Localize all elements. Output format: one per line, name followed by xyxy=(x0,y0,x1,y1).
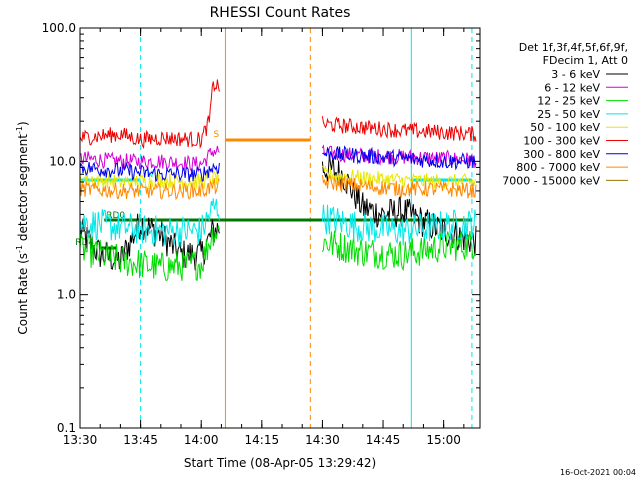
x-tick-label-6: 15:00 xyxy=(426,433,461,447)
legend-header-line-1: Det 1f,3f,4f,5f,6f,9f, xyxy=(519,41,628,54)
y-axis-label: Count Rate (s-1 detector segment-1) xyxy=(15,121,30,334)
x-tick-label-2: 14:00 xyxy=(184,433,219,447)
legend-label-7: 800 - 7000 keV xyxy=(516,161,600,174)
legend-label-5: 100 - 300 keV xyxy=(523,135,600,148)
legend: Det 1f,3f,4f,5f,6f,9f, FDecim 1, Att 0 3… xyxy=(502,41,628,187)
segment-label-3: RD0 xyxy=(106,211,125,221)
x-tick-label-1: 13:45 xyxy=(123,433,158,447)
series-line-3 xyxy=(79,198,477,247)
y-tick-label-3: 100.0 xyxy=(42,21,76,35)
legend-label-6: 300 - 800 keV xyxy=(523,148,600,161)
legend-header-line-2: FDecim 1, Att 0 xyxy=(543,54,628,67)
y-tick-label-2: 10.0 xyxy=(49,154,76,168)
legend-label-1: 6 - 12 keV xyxy=(544,81,600,94)
segment-label-4: RD4 xyxy=(75,238,94,248)
plot-layer: N S RD0 RD4 xyxy=(75,28,477,428)
legend-label-4: 50 - 100 keV xyxy=(530,121,600,134)
axes-layer: 13:30 13:45 14:00 14:15 14:30 14:45 15:00 0.1 1.… xyxy=(42,21,480,447)
x-axis-label: Start Time (08-Apr-05 13:29:42) xyxy=(184,456,376,470)
series-line-6 xyxy=(79,145,477,183)
y-axis-label-part-1: Count Rate (s xyxy=(16,253,30,335)
x-tick-label-4: 14:30 xyxy=(305,433,340,447)
y-axis-label-sup-1: -1 xyxy=(15,245,24,253)
y-axis-label-part-3: ) xyxy=(16,121,30,126)
x-tick-label-0: 13:30 xyxy=(63,433,98,447)
series-line-7 xyxy=(79,174,477,201)
y-tick-label-0: 0.1 xyxy=(57,421,76,435)
legend-label-3: 25 - 50 keV xyxy=(537,108,600,121)
y-axis-label-part-2: detector segment xyxy=(16,134,30,245)
segment-label-0: N xyxy=(147,170,154,180)
segment-label-2: S xyxy=(213,130,219,140)
series-line-2 xyxy=(79,225,476,281)
chart-title: RHESSI Count Rates xyxy=(210,5,351,21)
y-tick-label-1: 1.0 xyxy=(57,288,76,302)
series-line-5 xyxy=(79,79,477,150)
x-tick-label-3: 14:15 xyxy=(245,433,280,447)
footer-date: 16-Oct-2021 00:04 xyxy=(560,468,636,477)
plot-frame xyxy=(79,27,481,429)
x-tick-label-5: 14:45 xyxy=(366,433,401,447)
legend-label-2: 12 - 25 keV xyxy=(537,95,600,108)
y-axis-label-sup-2: -1 xyxy=(15,126,24,134)
legend-label-0: 3 - 6 keV xyxy=(551,68,600,81)
legend-label-8: 7000 - 15000 keV xyxy=(502,174,600,187)
